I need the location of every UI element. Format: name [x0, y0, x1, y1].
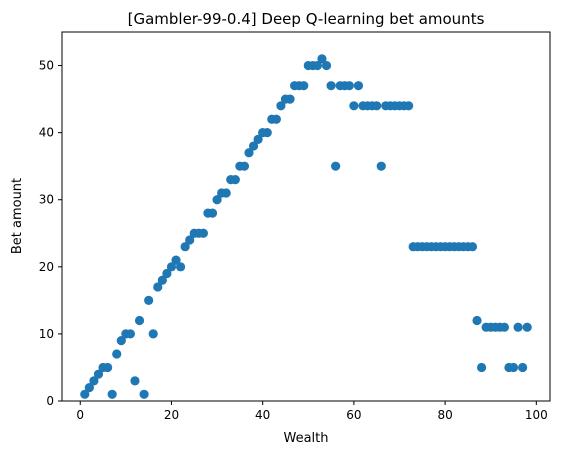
data-point — [107, 389, 117, 399]
data-point — [326, 81, 336, 91]
x-tick-label: 20 — [164, 408, 179, 422]
data-point — [230, 175, 240, 185]
x-tick-label: 80 — [437, 408, 452, 422]
data-point — [276, 101, 286, 111]
data-point — [248, 141, 259, 151]
data-point — [89, 376, 99, 386]
data-point — [180, 242, 190, 252]
data-point — [116, 336, 126, 346]
data-point — [376, 161, 386, 171]
data-point — [130, 376, 140, 386]
data-point — [321, 60, 332, 71]
data-point — [103, 362, 113, 373]
data-point — [80, 389, 90, 399]
x-tick-label: 100 — [525, 408, 548, 422]
data-point — [198, 228, 208, 238]
x-axis-label: Wealth — [283, 431, 328, 446]
data-point — [207, 208, 218, 218]
data-points — [80, 54, 532, 399]
y-tick-label: 20 — [39, 260, 54, 274]
y-tick-label: 50 — [39, 59, 54, 73]
data-point — [125, 329, 136, 339]
data-point — [349, 101, 359, 111]
data-point — [166, 262, 177, 272]
data-point — [372, 101, 382, 111]
data-point — [175, 262, 186, 272]
data-point — [472, 315, 482, 326]
data-point — [467, 242, 478, 252]
data-point — [144, 295, 154, 305]
data-point — [522, 322, 532, 332]
y-tick-label: 40 — [39, 126, 54, 140]
data-point — [499, 322, 509, 332]
x-axis: 0 20 40 60 80 100 — [76, 401, 548, 422]
data-point — [171, 255, 181, 265]
y-axis-label: Bet amount — [10, 178, 25, 254]
data-point — [317, 54, 327, 64]
data-point — [312, 60, 323, 71]
data-point — [299, 81, 309, 91]
y-tick-label: 10 — [39, 327, 54, 341]
chart-title: [Gambler-99-0.4] Deep Q-learning bet amo… — [128, 10, 485, 28]
data-point — [148, 329, 158, 339]
data-point — [93, 369, 104, 379]
data-point — [353, 81, 364, 91]
data-point — [244, 148, 254, 158]
data-point — [508, 362, 519, 373]
plot-frame — [61, 31, 551, 402]
data-point — [212, 195, 222, 205]
data-point — [262, 128, 272, 138]
x-tick-label: 0 — [76, 408, 84, 422]
data-point — [112, 349, 122, 359]
data-point — [271, 114, 281, 124]
data-point — [139, 389, 149, 399]
data-point — [404, 101, 414, 111]
data-point — [134, 315, 145, 326]
y-axis: 0 10 20 30 40 50 — [39, 59, 62, 408]
data-point — [285, 94, 295, 104]
data-point — [331, 161, 341, 171]
data-point — [157, 275, 167, 285]
data-point — [344, 81, 354, 91]
data-point — [476, 362, 487, 373]
data-point — [153, 282, 163, 292]
x-tick-label: 40 — [255, 408, 270, 422]
y-tick-label: 30 — [39, 193, 54, 207]
data-point — [518, 362, 528, 373]
data-point — [239, 161, 250, 171]
data-point — [84, 382, 94, 393]
data-point — [185, 235, 195, 245]
y-tick-label: 0 — [46, 394, 54, 408]
data-point — [253, 134, 263, 144]
data-point — [221, 188, 231, 198]
data-point — [513, 322, 523, 332]
data-point — [162, 268, 172, 279]
x-tick-label: 60 — [346, 408, 361, 422]
